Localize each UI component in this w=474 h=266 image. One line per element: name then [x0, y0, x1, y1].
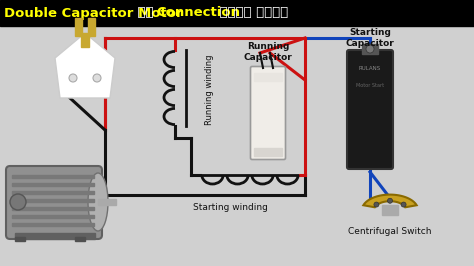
- Polygon shape: [364, 195, 417, 207]
- Bar: [382, 205, 398, 215]
- Circle shape: [388, 198, 392, 203]
- Text: Connection: Connection: [156, 6, 240, 19]
- Text: Centrifugal Switch: Centrifugal Switch: [348, 227, 432, 236]
- Circle shape: [10, 194, 26, 210]
- Bar: [12, 175, 94, 178]
- Bar: [0, 0, 474, 26]
- FancyBboxPatch shape: [250, 66, 285, 160]
- Text: Starting winding: Starting winding: [192, 203, 267, 213]
- Bar: [12, 199, 94, 202]
- Text: Motor Start: Motor Start: [356, 83, 384, 88]
- Bar: [15, 233, 95, 239]
- Bar: [81, 33, 89, 47]
- Circle shape: [69, 74, 77, 82]
- Text: Running
Capacitor: Running Capacitor: [244, 42, 292, 62]
- FancyBboxPatch shape: [347, 50, 393, 169]
- Bar: [362, 44, 378, 54]
- Bar: [12, 223, 94, 226]
- Text: Running winding: Running winding: [206, 55, 215, 125]
- Bar: [75, 237, 85, 241]
- Bar: [254, 73, 282, 81]
- Text: Double Capacitor Motor: Double Capacitor Motor: [4, 6, 182, 19]
- Bar: [12, 183, 94, 186]
- Bar: [254, 148, 282, 156]
- Bar: [12, 191, 94, 194]
- Text: Starting
Capacitor: Starting Capacitor: [346, 28, 394, 48]
- Polygon shape: [55, 33, 115, 98]
- Ellipse shape: [88, 173, 108, 231]
- Text: का: का: [133, 6, 158, 19]
- Bar: [75, 18, 82, 36]
- Bar: [98, 199, 116, 205]
- Circle shape: [401, 202, 406, 207]
- Bar: [88, 18, 95, 36]
- FancyBboxPatch shape: [6, 166, 102, 239]
- Circle shape: [366, 45, 374, 53]
- Bar: [12, 215, 94, 218]
- Bar: [12, 207, 94, 210]
- Circle shape: [93, 74, 101, 82]
- Bar: [15, 237, 25, 241]
- Text: करना सीखे: करना सीखे: [215, 6, 288, 19]
- Circle shape: [374, 202, 379, 207]
- Text: RULANS: RULANS: [359, 66, 381, 71]
